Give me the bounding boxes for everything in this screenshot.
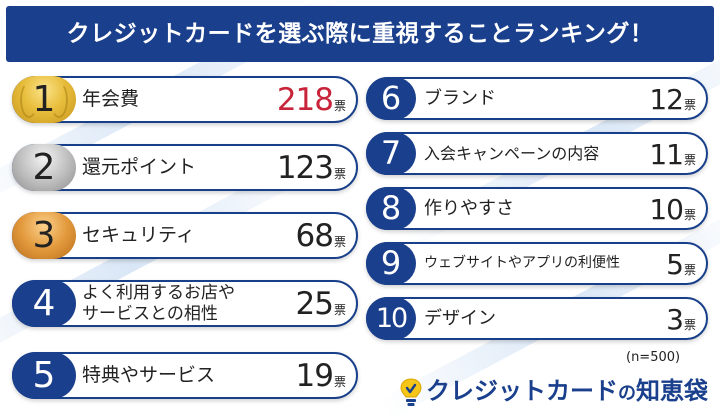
rank-badge: 5 [12, 352, 76, 399]
vote-count: 11票 [649, 134, 696, 177]
count-unit: 票 [333, 167, 346, 181]
rank-badge: 10 [366, 297, 416, 340]
rank-number: 8 [380, 189, 402, 227]
rank-number: 7 [380, 134, 402, 172]
count-value: 218 [276, 82, 334, 118]
item-label: 入会キャンペーンの内容 [424, 144, 600, 163]
item-label: 作りやすさ [424, 198, 514, 219]
count-unit: 票 [683, 208, 696, 222]
item-label: ブランド [424, 88, 496, 109]
count-unit: 票 [333, 375, 346, 389]
rank-number: 9 [380, 244, 402, 282]
item-label: セキュリティ [82, 224, 195, 246]
rank-badge: 8 [366, 187, 416, 230]
laurel-icon [50, 82, 68, 118]
vote-count: 19票 [296, 354, 346, 397]
count-value: 12 [649, 83, 684, 116]
ranking-row-2: 2 還元ポイント 123票 [12, 144, 358, 191]
rank-badge: 6 [366, 77, 416, 120]
item-label: 年会費 [82, 88, 140, 110]
lightbulb-icon [400, 378, 422, 406]
count-value: 3 [666, 303, 684, 336]
rank-number: 6 [380, 79, 402, 117]
logo-text-main: クレジットカード [426, 377, 618, 405]
vote-count: 10票 [649, 189, 696, 232]
count-value: 123 [276, 150, 334, 186]
count-unit: 票 [333, 303, 346, 317]
count-unit: 票 [333, 235, 346, 249]
ranking-row-3: 3 セキュリティ 68票 [12, 212, 358, 259]
rank-number: 3 [32, 215, 56, 256]
item-label: 特典やサービス [82, 364, 216, 386]
logo-text-no: の [618, 383, 636, 404]
vote-count: 3票 [666, 299, 696, 342]
rank-badge: 4 [12, 280, 76, 327]
item-label-line-1: よく利用するお店や [82, 283, 235, 303]
ranking-row-4: 4 よく利用するお店や サービスとの相性 25票 [12, 280, 358, 327]
sample-size-note: (n=500) [626, 350, 681, 365]
count-unit: 票 [683, 98, 696, 112]
count-value: 5 [666, 248, 684, 281]
ranking-row-10: 10 デザイン 3票 [366, 297, 708, 340]
item-label: よく利用するお店や サービスとの相性 [82, 283, 282, 326]
vote-count: 25票 [296, 282, 346, 325]
rank-number: 1 [32, 79, 56, 120]
count-value: 68 [295, 218, 334, 254]
header-banner: クレジットカードを選ぶ際に重視することランキング！ [6, 6, 714, 62]
ranking-row-6: 6 ブランド 12票 [366, 77, 708, 120]
ranking-row-7: 7 入会キャンペーンの内容 11票 [366, 132, 708, 175]
page-title: クレジットカードを選ぶ際に重視することランキング！ [66, 21, 654, 47]
laurel-icon [20, 82, 38, 118]
count-unit: 票 [683, 153, 696, 167]
count-unit: 票 [683, 318, 696, 332]
item-label-line-2: サービスとの相性 [82, 304, 218, 324]
count-value: 11 [649, 138, 684, 171]
vote-count: 218票 [277, 78, 346, 121]
vote-count: 123票 [277, 146, 346, 189]
brand-logo-text: クレジットカードの知恵袋 [426, 371, 708, 411]
rank-badge: 7 [366, 132, 416, 175]
rank-number: 4 [32, 283, 56, 324]
rank-number: 10 [375, 303, 408, 334]
count-value: 10 [649, 193, 684, 226]
vote-count: 12票 [649, 79, 696, 122]
rank-badge-silver: 2 [12, 144, 76, 191]
item-label: ウェブサイトやアプリの利便性 [424, 255, 620, 271]
rank-number: 2 [32, 147, 56, 188]
item-label: デザイン [424, 308, 496, 329]
count-value: 25 [295, 286, 334, 322]
count-value: 19 [295, 358, 334, 394]
rank-number: 5 [32, 355, 56, 396]
ranking-row-9: 9 ウェブサイトやアプリの利便性 5票 [366, 242, 708, 285]
ranking-row-5: 5 特典やサービス 19票 [12, 352, 358, 399]
count-unit: 票 [683, 263, 696, 277]
vote-count: 68票 [296, 214, 346, 257]
rank-badge: 9 [366, 242, 416, 285]
vote-count: 5票 [666, 244, 696, 287]
item-label: 還元ポイント [82, 156, 197, 178]
rank-badge-gold: 1 [12, 76, 76, 123]
logo-text-end: 知恵袋 [636, 377, 708, 405]
count-unit: 票 [333, 99, 346, 113]
rank-badge-bronze: 3 [12, 212, 76, 259]
ranking-row-1: 1 年会費 218票 [12, 76, 358, 123]
ranking-row-8: 8 作りやすさ 10票 [366, 187, 708, 230]
